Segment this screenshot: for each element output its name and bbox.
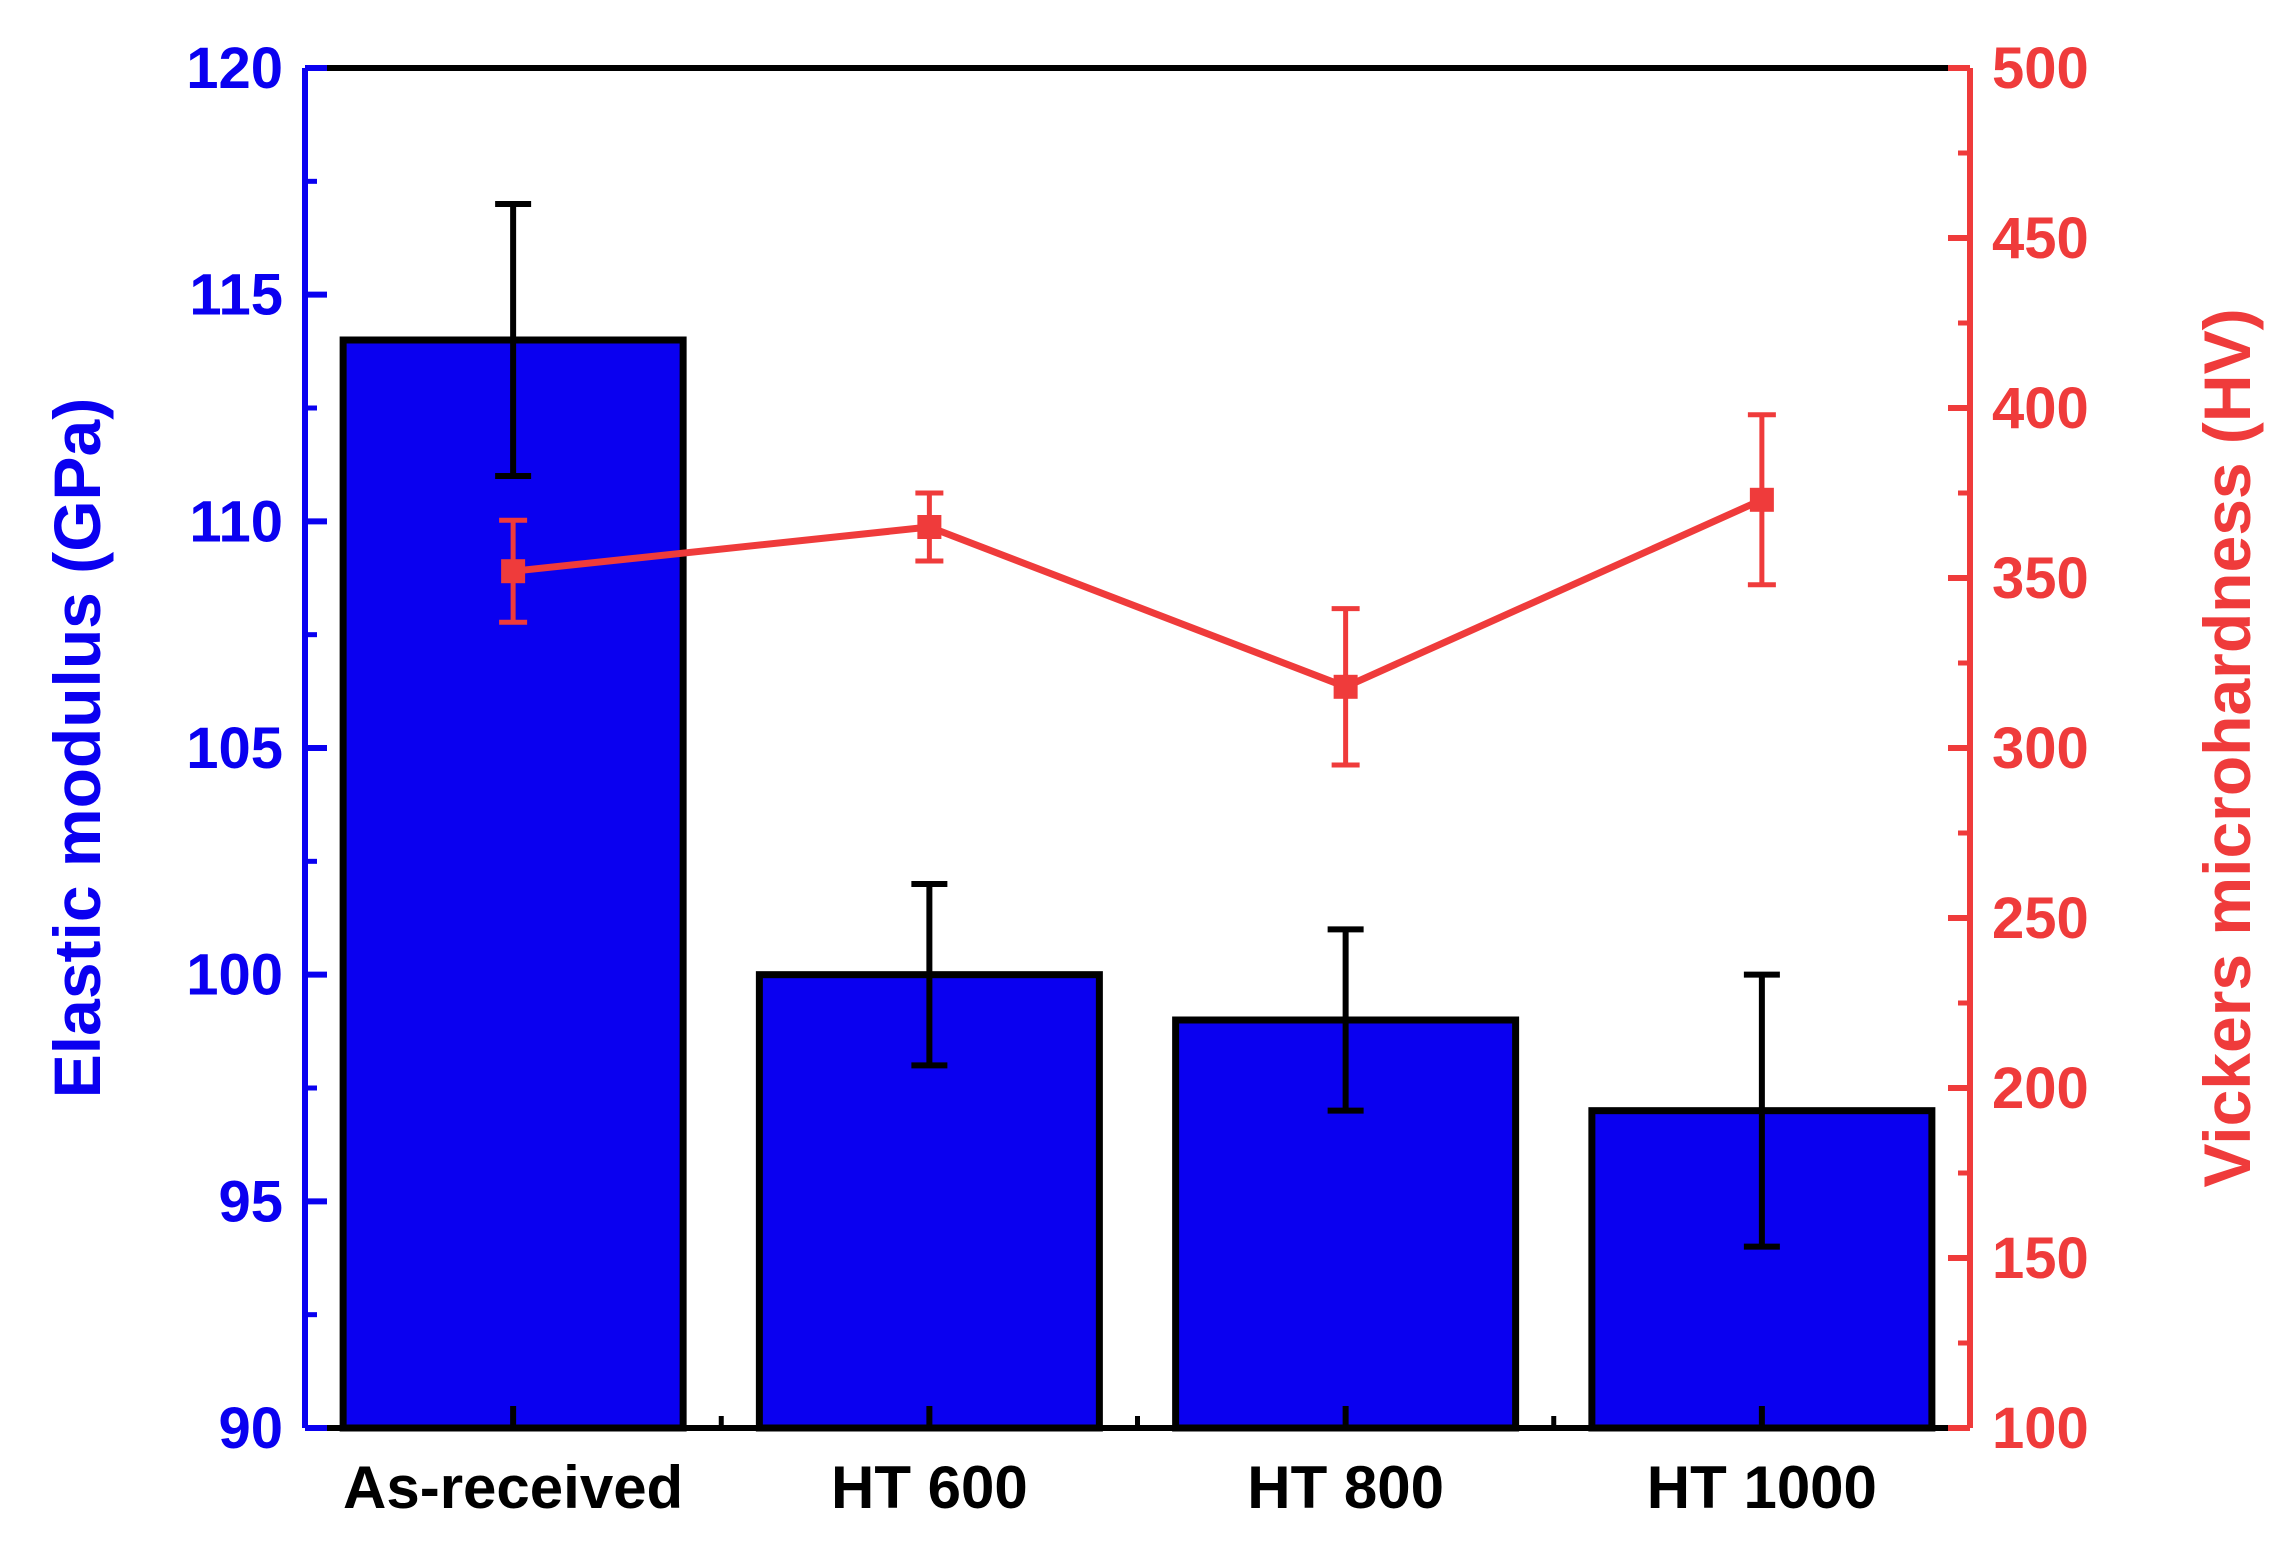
right-tick-label: 500 [1992, 36, 2089, 101]
bar-group [339, 336, 1936, 1432]
hardness-line [512, 496, 1764, 691]
right-tick-label: 250 [1992, 886, 2089, 951]
right-tick-label: 200 [1992, 1056, 2089, 1121]
left-tick-label: 95 [218, 1169, 283, 1234]
bar-error-group [495, 201, 1780, 1250]
hardness-point [1749, 487, 1774, 512]
category-label: HT 600 [831, 1454, 1028, 1521]
left-tick-label: 120 [186, 36, 283, 101]
right-tick-label: 100 [1992, 1396, 2089, 1461]
right-tick-label: 450 [1992, 206, 2089, 271]
hardness-point [917, 515, 942, 539]
hardness-line-group [499, 412, 1776, 768]
category-label: HT 1000 [1647, 1454, 1877, 1521]
left-tick-label: 105 [186, 716, 283, 781]
left-tick-label: 90 [218, 1396, 283, 1461]
labels-group: 90 95 100 105 110 115 120 100 150 200 250 300 350 400… [40, 36, 2264, 1521]
right-tick-label: 300 [1992, 716, 2089, 781]
left-axis-title: Elastic modulus (GPa) [40, 398, 114, 1098]
hardness-point [1333, 674, 1358, 699]
left-tick-label: 115 [189, 263, 283, 328]
left-tick-label: 100 [186, 943, 283, 1008]
category-label: As-received [343, 1454, 683, 1521]
right-tick-label: 350 [1992, 546, 2089, 611]
bar [339, 336, 687, 1432]
right-tick-label: 400 [1992, 376, 2089, 441]
hardness-point [501, 559, 526, 584]
right-axis-title: Vickers microhardness (HV) [2190, 308, 2264, 1187]
right-tick-label: 150 [1992, 1226, 2089, 1291]
axes-group [302, 65, 1973, 1431]
left-tick-label: 110 [189, 489, 283, 554]
category-label: HT 800 [1247, 1454, 1444, 1521]
